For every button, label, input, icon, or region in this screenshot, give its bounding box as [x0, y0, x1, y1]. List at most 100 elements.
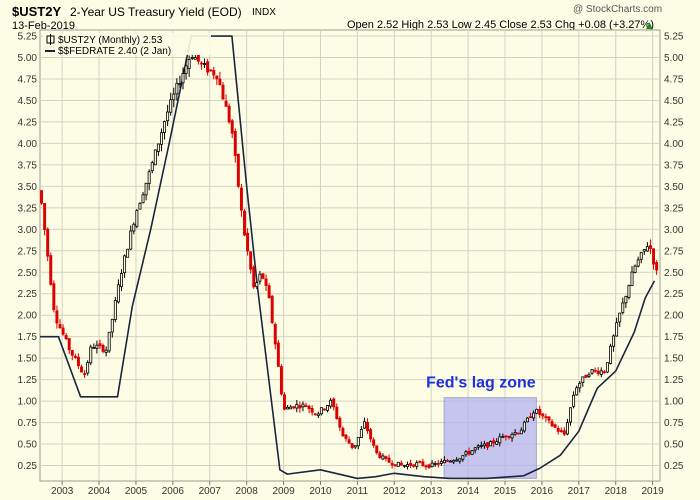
candle-body: [304, 405, 308, 408]
candle-body: [236, 153, 240, 187]
candle-body: [547, 416, 551, 421]
candle-body: [313, 413, 317, 416]
candle-body: [243, 210, 246, 236]
candle-body: [89, 346, 93, 364]
candle-body: [433, 463, 437, 465]
candle-body: [52, 283, 56, 311]
candle-body: [120, 272, 123, 288]
candle-body: [655, 262, 659, 271]
y-tick-label-right: 1.75: [664, 332, 684, 343]
candle-body: [181, 73, 185, 84]
candle-body: [636, 259, 640, 267]
candle-body: [513, 432, 517, 435]
candle-body: [544, 416, 548, 419]
candle-body: [501, 436, 505, 438]
y-tick-label-right: 2.25: [664, 289, 684, 300]
candle-body: [107, 331, 111, 352]
candle-body: [550, 421, 554, 427]
plot-frame: [39, 29, 661, 482]
candle-body: [221, 84, 225, 100]
y-tick-label-left: 5.00: [18, 53, 38, 64]
y-tick-label-left: 3.75: [18, 160, 38, 171]
candle-body: [255, 282, 259, 288]
candle-body: [113, 300, 117, 320]
x-tick-label: 2006: [162, 486, 185, 497]
candle-body: [276, 342, 280, 367]
y-tick-label-left: 5.25: [18, 32, 38, 43]
change-up-arrow-icon: ▲: [646, 21, 653, 31]
x-tick-label: 2011: [347, 486, 369, 497]
candle-body: [541, 413, 545, 417]
x-tick-label: 2016: [531, 486, 554, 497]
candle-body: [504, 435, 508, 438]
candle-body: [83, 373, 87, 376]
watermark: @ StockCharts.com: [573, 4, 662, 15]
candle-body: [46, 228, 50, 257]
candle-body: [609, 345, 612, 364]
candle-body: [476, 445, 480, 448]
candle-body: [261, 273, 265, 279]
y-tick-label-left: 1.25: [18, 375, 38, 386]
candle-body: [489, 441, 493, 447]
candle-body: [344, 434, 348, 439]
y-tick-label-left: 3.50: [18, 182, 38, 193]
candle-body: [362, 421, 366, 429]
candle-body: [596, 370, 600, 375]
candle-body: [587, 374, 591, 377]
candle-body: [442, 459, 446, 464]
candle-body: [424, 465, 428, 468]
y-tick-label-right: 3.00: [664, 225, 684, 236]
candle-body: [64, 335, 68, 340]
fedrate-series: [40, 35, 656, 480]
y-tick-label-right: 0.25: [664, 461, 684, 472]
candle-body: [187, 59, 191, 69]
candle-body: [166, 111, 170, 122]
candle-body: [396, 461, 400, 467]
candle-body: [439, 461, 443, 464]
candle-body: [473, 447, 477, 451]
candle-body: [95, 344, 99, 349]
candle-body: [289, 406, 293, 410]
candle-body: [40, 190, 44, 204]
candle-body: [92, 347, 96, 349]
y-tick-label-right: 0.50: [664, 440, 684, 451]
candle-body: [116, 284, 120, 303]
candle-body: [421, 461, 425, 466]
candle-body: [43, 203, 47, 230]
candle-body: [612, 335, 616, 347]
candle-body: [58, 324, 62, 329]
candle-body: [335, 406, 339, 420]
candle-body: [196, 54, 200, 62]
candle-body: [249, 251, 253, 270]
candle-body: [535, 408, 539, 414]
ohlc-readout: Open 2.52 High 2.53 Low 2.45 Close 2.53 …: [347, 19, 654, 31]
candle-body: [562, 430, 566, 435]
y-tick-label-right: 4.00: [664, 139, 684, 150]
x-tick-label: 2019: [641, 486, 664, 497]
legend-box: [43, 33, 211, 55]
x-tick-label: 2004: [88, 486, 111, 497]
x-tick-label: 2010: [309, 486, 332, 497]
candle-body: [409, 462, 413, 466]
candle-body: [126, 248, 130, 258]
candle-body: [332, 398, 336, 408]
candle-body: [507, 435, 511, 438]
x-tick-label: 2009: [272, 486, 295, 497]
y-tick-label-right: 2.50: [664, 268, 684, 279]
candle-body: [621, 302, 625, 313]
chart-date: 13-Feb-2019: [12, 20, 75, 32]
candle-body: [341, 427, 345, 437]
candle-body: [160, 132, 163, 145]
candle-body: [70, 349, 74, 356]
candle-body: [618, 312, 622, 323]
candle-body: [203, 63, 207, 66]
plot-border: [39, 29, 661, 482]
chart-title: 2-Year US Treasury Yield (EOD): [70, 5, 242, 19]
candle-body: [356, 436, 360, 447]
candle-body: [80, 366, 83, 373]
candle-body: [246, 232, 250, 252]
candle-body: [67, 338, 71, 351]
candle-body: [366, 421, 370, 432]
candle-body: [427, 464, 431, 468]
candle-body: [292, 406, 296, 409]
